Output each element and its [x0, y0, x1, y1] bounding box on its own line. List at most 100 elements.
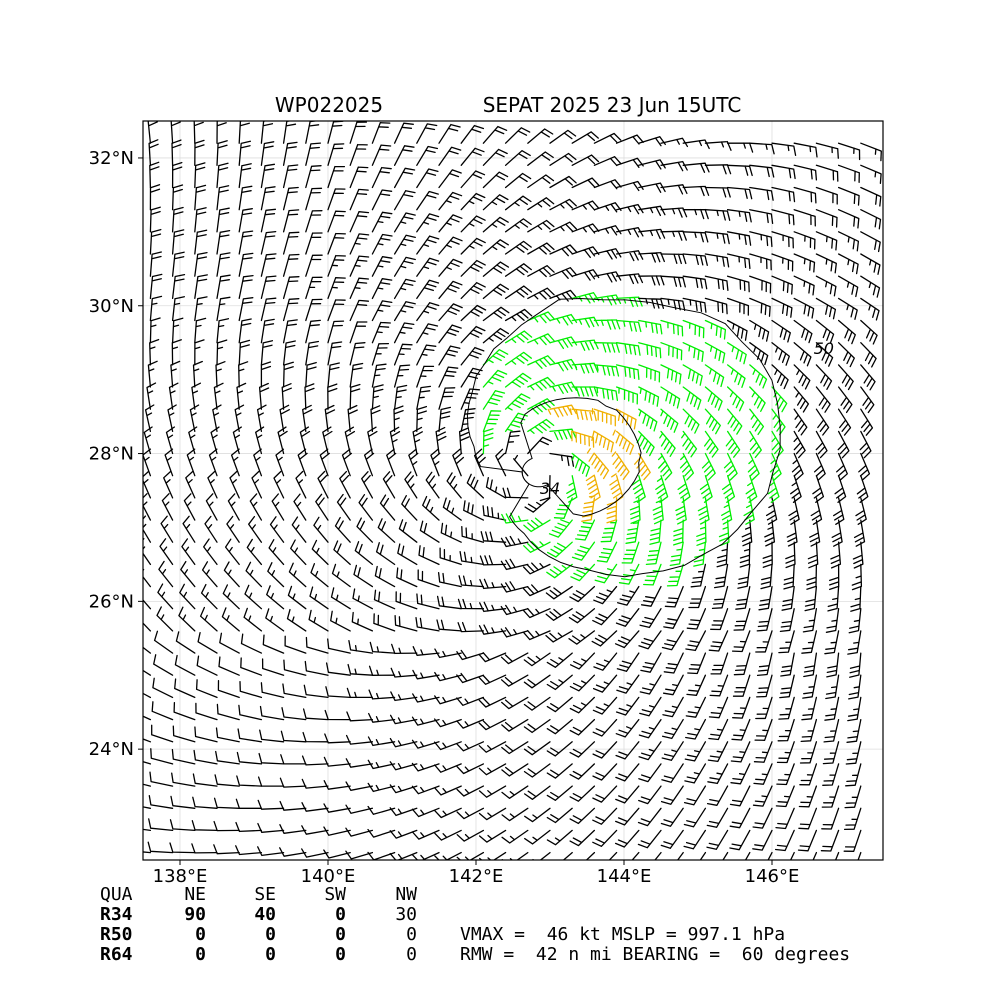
wind-barb [371, 122, 391, 144]
wind-barb [593, 342, 620, 353]
wind-barb [771, 186, 796, 203]
wind-barb [611, 451, 630, 480]
wind-barb [200, 583, 218, 610]
wind-barb [330, 610, 351, 632]
wind-barb [194, 207, 207, 233]
wind-barb [175, 631, 196, 654]
wind-barb [549, 313, 578, 326]
wind-barb [546, 674, 573, 691]
wind-barb [758, 585, 773, 611]
wind-barb [204, 515, 218, 543]
wind-barb [682, 208, 709, 220]
wind-barb [195, 679, 218, 699]
wind-barb [571, 131, 599, 144]
contour-50kt [520, 397, 642, 517]
wind-barb [501, 718, 529, 732]
wind-barb [801, 696, 818, 721]
wind-barb [790, 475, 802, 503]
table-header-qua: QUA [100, 884, 133, 905]
wind-barb [829, 563, 840, 591]
wind-barb [150, 748, 174, 765]
x-tick-label: 138°E [153, 866, 208, 887]
wind-barb [305, 340, 320, 366]
wind-barb [216, 185, 230, 211]
wind-barb [418, 545, 440, 566]
wind-barb [416, 168, 439, 189]
wind-barb [157, 583, 174, 610]
wind-barb [693, 541, 707, 567]
wind-barb [844, 785, 862, 809]
wind-barb [593, 132, 622, 144]
wind-barb [704, 164, 732, 175]
wind-barb [265, 608, 285, 632]
wind-barb [549, 175, 577, 189]
wind-barb [754, 718, 773, 741]
wind-barb [207, 470, 218, 499]
wind-barb [546, 741, 573, 757]
wind-barb [213, 382, 224, 410]
wind-barb [301, 825, 329, 835]
wind-barb [196, 655, 218, 676]
wind-barb [571, 223, 600, 234]
wind-barb [305, 232, 323, 255]
wind-barb [546, 696, 573, 713]
wind-barb [569, 696, 596, 714]
wind-barb [704, 209, 731, 221]
wind-barb [194, 139, 205, 166]
wind-barb [460, 325, 486, 344]
wind-barb [319, 448, 330, 477]
wind-barb [282, 141, 298, 166]
x-tick-label: 146°E [745, 866, 800, 887]
wind-barb [216, 229, 231, 255]
wind-barb [729, 807, 751, 829]
wind-barb [797, 829, 818, 852]
wind-barb [143, 806, 152, 809]
table-row-r64-nw: 0 [406, 944, 417, 965]
wind-barb [793, 297, 815, 319]
wind-barb [438, 387, 456, 410]
wind-barb [636, 430, 655, 457]
wind-barb [260, 297, 277, 322]
x-tick-label: 142°E [449, 866, 504, 887]
wind-barb [168, 382, 179, 410]
wind-barb [260, 361, 272, 388]
wind-barb [226, 515, 240, 543]
wind-barb [243, 607, 263, 632]
wind-barb [755, 630, 773, 653]
wind-barb [237, 728, 263, 743]
wind-barb [501, 763, 529, 777]
wind-barb [411, 829, 440, 840]
table-header-ne: NE [184, 884, 206, 905]
wind-barb [571, 246, 600, 259]
wind-barb [614, 829, 640, 848]
wind-barb [282, 253, 300, 277]
wind-barb [568, 630, 596, 645]
wind-barb [286, 608, 307, 632]
wind-barb [191, 820, 218, 832]
wind-barb [282, 319, 298, 344]
wind-barb [390, 691, 418, 702]
wind-barb [821, 785, 840, 808]
wind-barb [524, 807, 551, 823]
wind-barb [344, 426, 356, 455]
wind-barb [858, 452, 871, 481]
wind-barb [411, 807, 440, 818]
wind-barb [238, 185, 253, 211]
wind-barb [301, 848, 329, 858]
wind-barb [147, 841, 174, 854]
wind-barb [482, 306, 510, 322]
wind-barb [173, 701, 196, 721]
wind-barb [374, 565, 396, 588]
table-row-r50-nw: 0 [406, 924, 417, 945]
wind-barb [217, 680, 240, 699]
wind-barb [327, 188, 346, 211]
wind-barb [478, 829, 507, 843]
wind-barb [581, 495, 596, 522]
wind-barb [143, 622, 152, 632]
wind-barb [546, 829, 573, 846]
wind-barb [323, 756, 351, 767]
wind-barb [425, 471, 440, 499]
wind-barb [793, 364, 811, 390]
wind-barb [416, 190, 439, 211]
wind-barb [791, 452, 804, 481]
